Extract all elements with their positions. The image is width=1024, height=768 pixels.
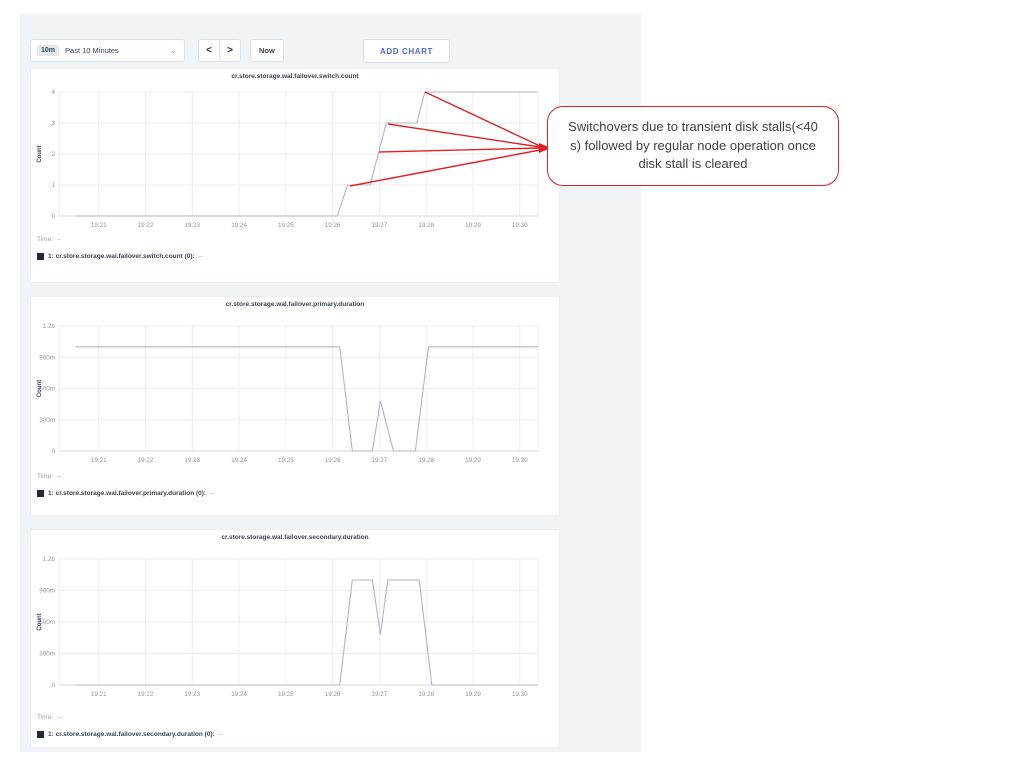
time-range-label: Past 10 Minutes xyxy=(65,46,119,55)
svg-text:19:30: 19:30 xyxy=(512,457,528,464)
next-range-button[interactable]: > xyxy=(219,39,241,62)
svg-text:0: 0 xyxy=(51,448,55,455)
chart-card-primary-duration: cr.store.storage.wal.failover.primary.du… xyxy=(30,296,560,516)
svg-text:900m: 900m xyxy=(39,588,55,595)
svg-text:1: 1 xyxy=(51,182,55,189)
svg-text:4: 4 xyxy=(51,89,55,96)
svg-text:0: 0 xyxy=(51,682,55,689)
chart-title: cr.store.storage.wal.failover.switch.cou… xyxy=(231,73,359,80)
svg-text:19:29: 19:29 xyxy=(465,691,481,698)
time-readout: Time: -- xyxy=(37,714,62,721)
svg-text:19:27: 19:27 xyxy=(372,222,388,229)
svg-text:19:29: 19:29 xyxy=(465,457,481,464)
svg-text:600m: 600m xyxy=(39,619,55,626)
svg-text:2: 2 xyxy=(51,151,55,158)
svg-text:19:21: 19:21 xyxy=(91,691,107,698)
svg-text:19:25: 19:25 xyxy=(278,222,294,229)
svg-text:19:22: 19:22 xyxy=(138,457,154,464)
chart-card-secondary-duration: cr.store.storage.wal.failover.secondary.… xyxy=(30,529,560,748)
annotation-text: Switchovers due to transient disk stalls… xyxy=(568,119,818,172)
now-button[interactable]: Now xyxy=(250,39,284,62)
svg-text:19:22: 19:22 xyxy=(138,222,154,229)
line-chart-secondary-duration[interactable]: 0 300m 600m 900m 1.2b 19:21 19:22 19:23 19:24 19:… xyxy=(31,530,561,704)
svg-text:300m: 300m xyxy=(39,417,55,424)
svg-text:19:27: 19:27 xyxy=(372,457,388,464)
svg-text:19:27: 19:27 xyxy=(372,691,388,698)
prev-range-button[interactable]: < xyxy=(198,39,220,62)
legend-row: 1: cr.store.storage.wal.failover.switch.… xyxy=(37,253,203,260)
time-nav-buttons: < > xyxy=(198,39,241,62)
time-readout: Time: -- xyxy=(37,236,62,243)
svg-text:19:23: 19:23 xyxy=(184,691,200,698)
svg-text:19:23: 19:23 xyxy=(184,222,200,229)
svg-text:19:23: 19:23 xyxy=(184,457,200,464)
svg-text:19:29: 19:29 xyxy=(465,222,481,229)
legend-swatch xyxy=(37,731,44,738)
svg-text:1.2b: 1.2b xyxy=(43,556,56,563)
svg-text:19:24: 19:24 xyxy=(231,457,247,464)
legend-row: 1: cr.store.storage.wal.failover.primary… xyxy=(37,490,214,497)
line-chart-switch-count[interactable]: 0 1 2 3 4 19:21 19:22 19:23 19:24 19:25 19:26 19:27… xyxy=(31,69,561,235)
svg-text:900m: 900m xyxy=(39,354,55,361)
svg-text:300m: 300m xyxy=(39,651,55,658)
legend-row: 1: cr.store.storage.wal.failover.seconda… xyxy=(37,731,223,738)
svg-text:19:24: 19:24 xyxy=(231,691,247,698)
svg-text:19:28: 19:28 xyxy=(418,691,434,698)
svg-text:3: 3 xyxy=(51,120,55,127)
svg-text:19:25: 19:25 xyxy=(278,691,294,698)
annotation-callout: Switchovers due to transient disk stalls… xyxy=(547,106,839,186)
legend-swatch xyxy=(37,253,44,260)
svg-text:600m: 600m xyxy=(39,386,55,393)
chevron-right-icon: > xyxy=(227,45,233,56)
chevron-left-icon: < xyxy=(206,45,212,56)
svg-text:19:26: 19:26 xyxy=(325,457,341,464)
svg-text:Count: Count xyxy=(37,613,43,630)
svg-text:Count: Count xyxy=(37,380,43,397)
svg-text:19:25: 19:25 xyxy=(278,457,294,464)
svg-text:19:30: 19:30 xyxy=(512,691,528,698)
svg-text:19:22: 19:22 xyxy=(138,691,154,698)
chevron-down-icon: ⌄ xyxy=(170,46,177,55)
legend-swatch xyxy=(37,490,44,497)
svg-text:19:21: 19:21 xyxy=(91,222,107,229)
svg-text:0: 0 xyxy=(51,213,55,220)
chart-title: cr.store.storage.wal.failover.secondary.… xyxy=(221,534,369,541)
chart-card-switch-count: cr.store.storage.wal.failover.switch.cou… xyxy=(30,68,560,283)
svg-text:19:21: 19:21 xyxy=(91,457,107,464)
svg-text:19:26: 19:26 xyxy=(325,222,341,229)
time-readout: Time: -- xyxy=(37,473,62,480)
svg-text:19:24: 19:24 xyxy=(231,222,247,229)
chart-title: cr.store.storage.wal.failover.primary.du… xyxy=(225,301,365,308)
svg-text:19:30: 19:30 xyxy=(512,222,528,229)
svg-text:Count: Count xyxy=(37,145,43,162)
svg-text:1.2b: 1.2b xyxy=(43,323,56,330)
time-range-selector[interactable]: 10m Past 10 Minutes ⌄ xyxy=(30,39,185,62)
svg-text:19:28: 19:28 xyxy=(418,222,434,229)
add-chart-button[interactable]: ADD CHART xyxy=(363,39,450,63)
time-range-badge: 10m xyxy=(37,45,60,56)
line-chart-primary-duration[interactable]: 0 300m 600m 900m 1.2b 19:21 19:22 19:23 19:24 19:… xyxy=(31,297,561,470)
svg-text:19:28: 19:28 xyxy=(418,457,434,464)
svg-text:19:26: 19:26 xyxy=(325,691,341,698)
